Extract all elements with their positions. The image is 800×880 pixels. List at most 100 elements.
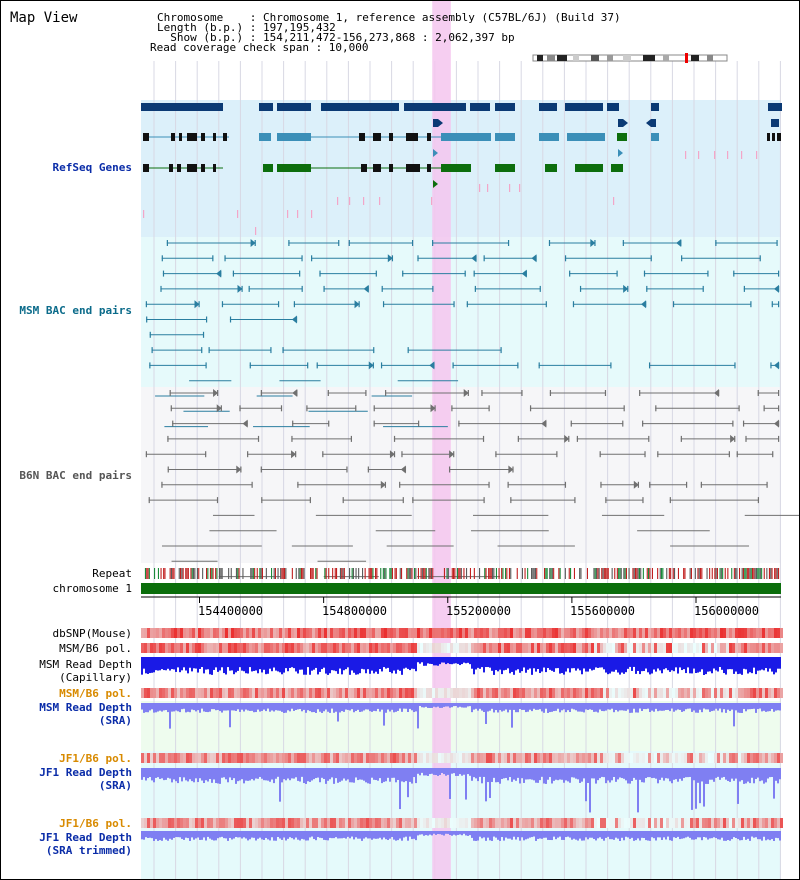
jf1-b6-pol-trimmed-cell [273, 818, 276, 828]
msm-depth-capillary-bar [563, 657, 565, 675]
jf1-depth-trimmed-bar [555, 831, 557, 840]
b6n-bac-end-arrow [463, 389, 469, 397]
jf1-b6-pol-trimmed-cell [465, 818, 468, 828]
msm-depth-sra-bar [423, 703, 425, 708]
msm-depth-sra-bar [549, 703, 551, 713]
jf1-depth-trimmed-bar [571, 831, 573, 840]
msm-bac-end-mark [707, 270, 709, 277]
repeat-element [469, 568, 471, 579]
jf1-b6-pol-trimmed-cell [153, 818, 156, 828]
msm-depth-capillary-bar [647, 657, 649, 673]
dbsnp-density-cell [546, 628, 549, 638]
jf1-depth-sra-bar [469, 768, 471, 776]
repeat-element [382, 568, 384, 579]
repeat-element [206, 568, 208, 579]
track-label-msm-b6-pol-2[interactable]: MSM/B6 pol. [59, 687, 132, 700]
jf1-depth-trimmed-bar [559, 831, 561, 837]
b6n-bac-end-mark [261, 497, 263, 504]
jf1-depth-sra-bar [155, 768, 157, 778]
dbsnp-density-cell [171, 628, 174, 638]
msm-depth-capillary-bar [475, 657, 477, 670]
track-label-chromosome[interactable]: chromosome 1 [52, 582, 132, 595]
jf1-b6-pol-trimmed-cell [477, 818, 480, 828]
msm-depth-sra-bar [757, 703, 759, 710]
track-label-jf1-depth-sra[interactable]: JF1 Read Depth [39, 766, 132, 779]
jf1-b6-pol-trimmed-cell [306, 818, 309, 828]
track-label-msm-bac[interactable]: MSM BAC end pairs [19, 304, 132, 317]
msm-depth-capillary-bar [471, 657, 473, 669]
msm-b6-pol-sra-cell [726, 688, 729, 698]
axis-tick-label: 155200000 [446, 604, 512, 618]
track-label-jf1-b6-pol-2[interactable]: JF1/B6 pol. [59, 817, 132, 830]
track-label-refseq[interactable]: RefSeq Genes [52, 161, 132, 174]
repeat-element [351, 568, 353, 579]
repeat-element [211, 568, 213, 579]
jf1-b6-pol-cell [714, 753, 717, 763]
msm-bac-end-arrow [387, 254, 393, 263]
msm-depth-capillary-bar [181, 657, 183, 671]
jf1-depth-sra-bar [503, 768, 505, 779]
track-label-jf1-b6-pol-1[interactable]: JF1/B6 pol. [59, 752, 132, 765]
repeat-element [775, 568, 777, 579]
refseq-coding-exon [767, 133, 770, 141]
jf1-b6-pol-cell [366, 753, 369, 763]
b6n-bac-end-arrow [236, 465, 242, 474]
repeat-element [300, 568, 302, 579]
msm-depth-sra-bar [405, 703, 407, 709]
msm-depth-sra-bar [369, 703, 371, 712]
msm-b6-pol-cell [222, 643, 225, 653]
track-label-msm-depth-capillary[interactable]: MSM Read Depth [39, 658, 132, 671]
jf1-depth-sra-bar [753, 768, 755, 784]
jf1-depth-trimmed-bar [491, 831, 493, 841]
jf1-depth-sra-bar [413, 768, 415, 778]
repeat-element [549, 568, 551, 579]
b6n-bac-end-mark [763, 405, 765, 412]
jf1-b6-pol-cell [603, 753, 606, 763]
track-label-msm-b6-pol-1[interactable]: MSM/B6 pol. [59, 642, 132, 655]
msm-depth-capillary-bar [407, 657, 409, 669]
msm-b6-pol-sra-cell [627, 688, 630, 698]
msm-depth-capillary-bar [369, 657, 371, 674]
jf1-depth-sra-bar [561, 768, 563, 780]
msm-b6-pol-sra-cell [768, 688, 771, 698]
jf1-b6-pol-trimmed-cell [723, 818, 726, 828]
msm-bac-end-mark [771, 301, 773, 308]
msm-b6-pol-sra-cell [480, 688, 483, 698]
msm-bac-end-mark [224, 255, 226, 262]
jf1-depth-trimmed-bar [299, 831, 301, 841]
msm-bac-end-mark [715, 240, 717, 246]
msm-depth-capillary-bar [313, 657, 315, 670]
msm-depth-sra-bar [519, 703, 521, 710]
jf1-b6-pol-cell [318, 753, 321, 763]
track-label-jf1-depth-trimmed[interactable]: JF1 Read Depth [39, 831, 132, 844]
track-label-repeat[interactable]: Repeat [92, 567, 132, 580]
track-label-msm-depth-sra[interactable]: MSM Read Depth [39, 701, 132, 714]
msm-depth-capillary-bar [579, 657, 581, 671]
msm-depth-sra-bar [195, 703, 197, 712]
b6n-bac-end-mark [373, 420, 375, 427]
b6n-bac-end-mark [328, 420, 330, 427]
refseq-pink-mark [509, 184, 511, 192]
jf1-depth-sra-bar [243, 768, 245, 784]
msm-b6-pol-sra-cell [609, 688, 612, 698]
jf1-b6-pol-trimmed-cell [600, 818, 603, 828]
track-label-b6n-bac[interactable]: B6N BAC end pairs [19, 469, 132, 482]
jf1-depth-sra-bar [497, 768, 499, 783]
jf1-b6-pol-trimmed-cell [363, 818, 366, 828]
refseq-gene-top-exon [277, 103, 311, 111]
msm-b6-pol-cell [429, 643, 432, 653]
jf1-depth-trimmed-bar [639, 831, 641, 841]
jf1-depth-sra-bar [377, 768, 379, 781]
track-label-dbsnp[interactable]: dbSNP(Mouse) [52, 627, 132, 640]
jf1-b6-pol-cell [681, 753, 684, 763]
b6n-bac-end-mark [291, 435, 293, 442]
msm-b6-pol-cell [744, 643, 747, 653]
dbsnp-density-cell [666, 628, 669, 638]
dbsnp-density-cell [192, 628, 195, 638]
jf1-depth-sra-bar [631, 768, 633, 781]
jf1-depth-sra-bar [385, 768, 387, 782]
jf1-b6-pol-cell [537, 753, 540, 763]
msm-b6-pol-cell [399, 643, 402, 653]
jf1-b6-pol-trimmed-cell [249, 818, 252, 828]
